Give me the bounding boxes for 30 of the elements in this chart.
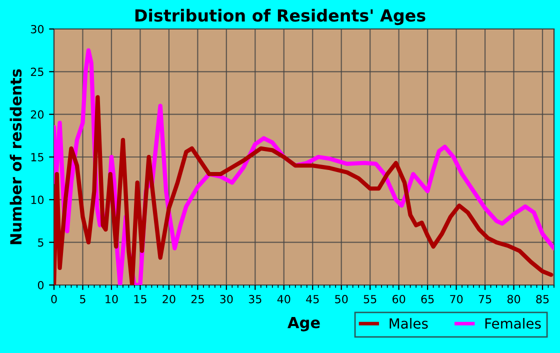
x-tick-label: 10 (106, 294, 118, 304)
x-tick-label: 5 (80, 295, 86, 304)
y-tick-label: 5 (38, 238, 44, 247)
x-tick-label: 65 (421, 294, 434, 304)
y-tick-label: 0 (38, 280, 44, 290)
y-axis-title: Number of residents (10, 69, 22, 244)
x-axis-title: Age (288, 316, 320, 332)
x-tick-label: 70 (450, 294, 463, 304)
chart-title: Distribution of Residents' Ages (135, 8, 426, 26)
legend-label: Females (485, 318, 541, 329)
y-tick-label: 15 (31, 153, 44, 162)
x-tick-label: 45 (306, 295, 319, 304)
x-tick-label: 25 (191, 294, 204, 304)
x-tick-label: 35 (248, 294, 262, 304)
x-tick-label: 85 (536, 294, 549, 304)
x-tick-label: 55 (364, 295, 376, 304)
x-tick-label: 75 (478, 295, 492, 304)
y-tick-label: 30 (30, 24, 44, 34)
y-tick-label: 25 (30, 68, 44, 76)
x-tick-label: 15 (134, 295, 146, 304)
x-tick-label: 50 (335, 294, 348, 304)
x-tick-label: 80 (507, 294, 520, 304)
x-tick-label: 60 (392, 294, 406, 304)
x-tick-label: 30 (220, 294, 233, 304)
y-tick-label: 10 (31, 196, 44, 204)
x-tick-label: 0 (51, 294, 57, 304)
x-tick-label: 20 (162, 294, 176, 304)
y-tick-label: 20 (30, 110, 44, 119)
x-tick-label: 40 (277, 294, 290, 304)
legend-label: Males (390, 318, 428, 329)
